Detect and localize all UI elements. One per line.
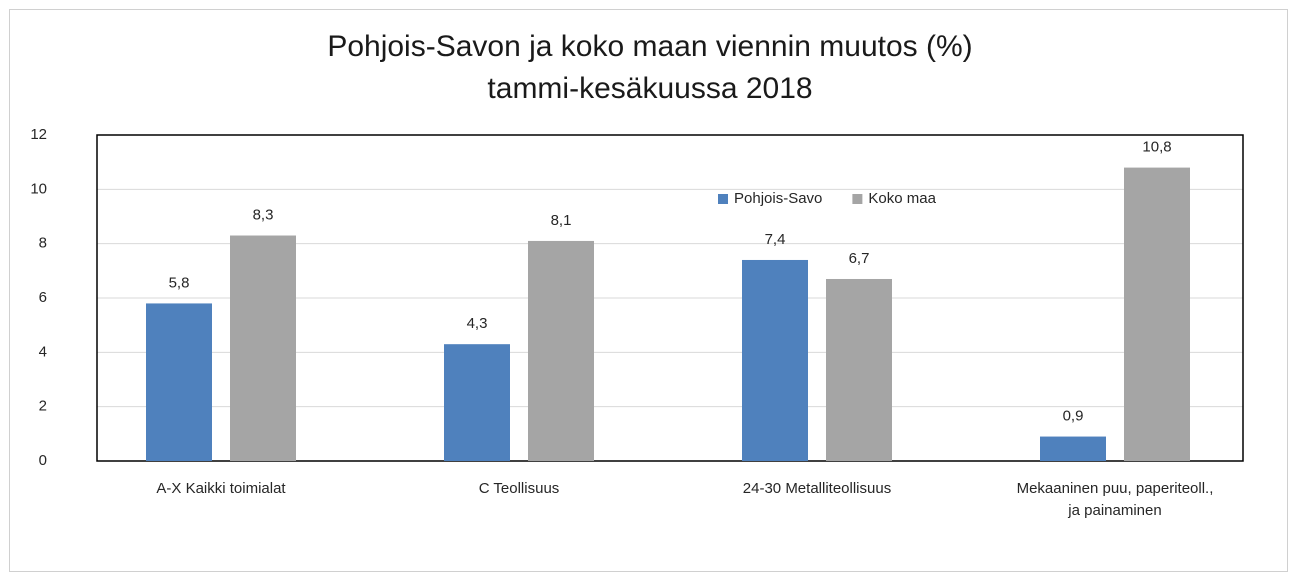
x-tick-label: 24-30 Metalliteollisuus <box>743 480 891 497</box>
x-tick-line: ja painaminen <box>1067 502 1161 519</box>
bar <box>528 240 594 461</box>
y-tick-label: 0 <box>39 452 47 469</box>
y-tick-label: 8 <box>39 235 47 252</box>
data-label: 4,3 <box>467 315 488 332</box>
y-tick-label: 12 <box>30 126 47 143</box>
chart-title: tammi-kesäkuussa 2018 <box>487 72 812 105</box>
bar <box>1124 167 1190 461</box>
y-tick-label: 4 <box>39 343 47 360</box>
data-label: 7,4 <box>765 231 786 248</box>
y-tick-label: 6 <box>39 289 47 306</box>
data-label: 10,8 <box>1142 139 1171 156</box>
bar <box>742 259 808 461</box>
y-tick-label: 10 <box>30 180 47 197</box>
x-tick-label: A-X Kaikki toimialat <box>156 480 286 497</box>
bar <box>826 278 892 461</box>
bar <box>444 344 510 461</box>
data-label: 6,7 <box>849 250 870 267</box>
data-label: 8,1 <box>551 212 572 229</box>
chart-title: Pohjois-Savon ja koko maan viennin muuto… <box>327 30 972 63</box>
x-tick-label: Mekaaninen puu, paperiteoll., ja painamin… <box>1017 480 1214 519</box>
bar <box>1040 436 1106 461</box>
x-tick-label: C Teollisuus <box>479 480 560 497</box>
x-tick-line: Mekaaninen puu, paperiteoll., <box>1017 480 1214 497</box>
legend-label: Pohjois-Savo <box>734 190 822 207</box>
y-tick-label: 2 <box>39 398 47 415</box>
bar <box>230 235 296 461</box>
plot-border <box>96 134 1244 462</box>
legend-swatch <box>718 194 728 204</box>
legend-swatch <box>852 194 863 204</box>
data-label: 0,9 <box>1063 408 1084 425</box>
data-label: 8,3 <box>253 206 274 223</box>
data-label: 5,8 <box>169 274 190 291</box>
bar <box>146 303 212 461</box>
chart-border <box>9 9 1288 572</box>
legend-label: Koko maa <box>868 190 936 207</box>
